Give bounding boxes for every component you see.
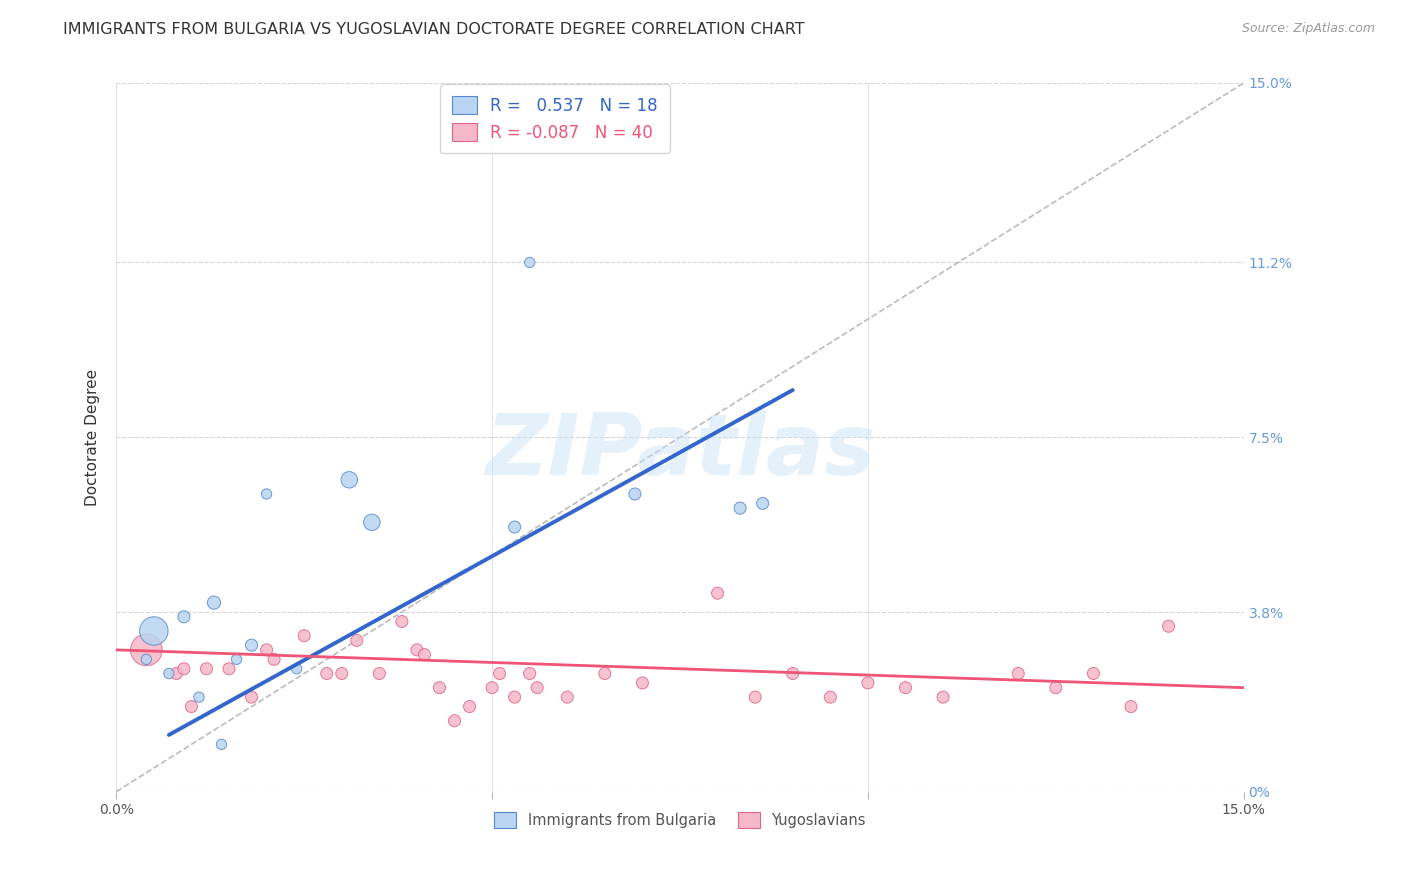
Point xyxy=(218,662,240,676)
Point xyxy=(292,629,315,643)
Point xyxy=(368,666,391,681)
Point xyxy=(728,501,751,516)
Point xyxy=(211,737,233,751)
Point xyxy=(751,496,773,510)
Point xyxy=(406,643,429,657)
Point xyxy=(173,609,195,624)
Point xyxy=(256,487,278,501)
Point xyxy=(820,690,842,705)
Point xyxy=(555,690,578,705)
Point xyxy=(256,643,278,657)
Point xyxy=(240,638,263,652)
Point xyxy=(706,586,728,600)
Point xyxy=(195,662,218,676)
Point xyxy=(157,666,180,681)
Point xyxy=(429,681,451,695)
Point xyxy=(932,690,955,705)
Point xyxy=(202,596,225,610)
Point xyxy=(481,681,503,695)
Y-axis label: Doctorate Degree: Doctorate Degree xyxy=(86,368,100,506)
Point xyxy=(180,699,202,714)
Point xyxy=(593,666,616,681)
Point xyxy=(503,690,526,705)
Point xyxy=(488,666,510,681)
Point xyxy=(315,666,337,681)
Point xyxy=(503,520,526,534)
Point xyxy=(285,662,308,676)
Point xyxy=(263,652,285,666)
Point xyxy=(240,690,263,705)
Text: ZIPatlas: ZIPatlas xyxy=(485,410,875,493)
Text: Source: ZipAtlas.com: Source: ZipAtlas.com xyxy=(1241,22,1375,36)
Point xyxy=(1045,681,1067,695)
Point xyxy=(188,690,211,705)
Point xyxy=(135,643,157,657)
Point xyxy=(173,662,195,676)
Point xyxy=(458,699,481,714)
Point xyxy=(1007,666,1029,681)
Point xyxy=(519,255,541,269)
Point xyxy=(1157,619,1180,633)
Point xyxy=(346,633,368,648)
Point xyxy=(443,714,465,728)
Legend: Immigrants from Bulgaria, Yugoslavians: Immigrants from Bulgaria, Yugoslavians xyxy=(488,806,872,834)
Point xyxy=(856,676,879,690)
Point xyxy=(519,666,541,681)
Text: IMMIGRANTS FROM BULGARIA VS YUGOSLAVIAN DOCTORATE DEGREE CORRELATION CHART: IMMIGRANTS FROM BULGARIA VS YUGOSLAVIAN … xyxy=(63,22,804,37)
Point xyxy=(225,652,247,666)
Point xyxy=(337,473,360,487)
Point xyxy=(391,615,413,629)
Point xyxy=(1083,666,1105,681)
Point xyxy=(165,666,187,681)
Point xyxy=(135,652,157,666)
Point xyxy=(744,690,766,705)
Point xyxy=(1119,699,1142,714)
Point xyxy=(142,624,165,638)
Point xyxy=(631,676,654,690)
Point xyxy=(624,487,647,501)
Point xyxy=(413,648,436,662)
Point xyxy=(360,516,382,530)
Point xyxy=(782,666,804,681)
Point xyxy=(526,681,548,695)
Point xyxy=(330,666,353,681)
Point xyxy=(894,681,917,695)
